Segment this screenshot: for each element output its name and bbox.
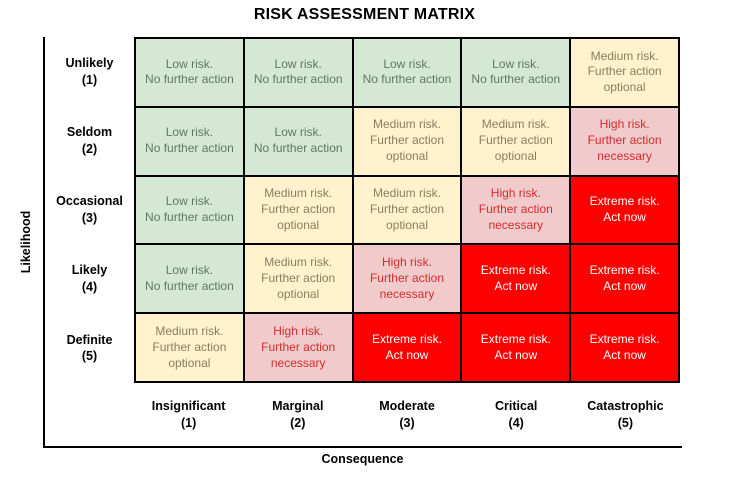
- row-label-occasional: Occasional (3): [56, 194, 123, 225]
- row-label-seldom: Seldom (2): [66, 124, 113, 156]
- matrix-cell-likely-critical: Extreme risk. Act now: [461, 244, 571, 314]
- matrix-cell-occasional-insignificant: Low risk. No further action: [135, 175, 244, 245]
- column-label-insignificant: Insignificant (1): [151, 399, 226, 430]
- matrix-cell-likely-moderate: High risk. Further action necessary: [352, 244, 462, 314]
- x-axis-label: Consequence: [321, 452, 404, 466]
- matrix-cell-seldom-insignificant: Low risk. No further action: [135, 106, 244, 176]
- matrix-cell-seldom-moderate: Medium risk. Further action optional: [352, 106, 462, 176]
- matrix-grid: Low risk. No further action Low risk. No …: [134, 37, 680, 383]
- consequence-column-labels: Insignificant (1) Marginal (2) Moderate (3…: [134, 398, 680, 436]
- matrix-cell-occasional-catastrophic: Extreme risk. Act now: [570, 175, 679, 245]
- matrix-cell-definite-insignificant: Medium risk. Further action optional: [135, 313, 244, 382]
- matrix-cell-seldom-marginal: Low risk. No further action: [243, 106, 353, 176]
- y-axis-line: [43, 37, 45, 448]
- matrix-cell-occasional-marginal: Medium risk. Further action optional: [243, 175, 353, 245]
- y-axis-label: Likelihood: [19, 210, 33, 274]
- column-label-moderate: Moderate (3): [379, 399, 435, 430]
- row-label-unlikely: Unlikely (1): [65, 55, 114, 87]
- column-label-catastrophic: Catastrophic (5): [587, 399, 664, 430]
- matrix-cell-likely-catastrophic: Extreme risk. Act now: [570, 244, 679, 314]
- row-label-likely: Likely (4): [71, 263, 108, 295]
- matrix-cell-definite-critical: Extreme risk. Act now: [461, 313, 571, 382]
- matrix-cell-likely-insignificant: Low risk. No further action: [135, 244, 244, 314]
- matrix-cell-seldom-critical: Medium risk. Further action optional: [461, 106, 571, 176]
- matrix-cell-definite-catastrophic: Extreme risk. Act now: [570, 313, 679, 382]
- matrix-cell-unlikely-marginal: Low risk. No further action: [243, 38, 353, 107]
- matrix-cell-definite-marginal: High risk. Further action necessary: [243, 313, 353, 382]
- matrix-cell-occasional-critical: High risk. Further action necessary: [461, 175, 571, 245]
- matrix-cell-seldom-catastrophic: High risk. Further action necessary: [570, 106, 679, 176]
- matrix-cell-unlikely-catastrophic: Medium risk. Further action optional: [570, 38, 679, 107]
- chart-title: RISK ASSESSMENT MATRIX: [253, 6, 476, 23]
- matrix-cell-likely-marginal: Medium risk. Further action optional: [243, 244, 353, 314]
- row-label-definite: Definite (5): [66, 332, 113, 364]
- likelihood-row-labels: Unlikely (1) Seldom (2) Occasional (3) Like…: [45, 37, 134, 383]
- column-label-critical: Critical (4): [495, 399, 538, 430]
- matrix-cell-unlikely-moderate: Low risk. No further action: [352, 38, 462, 107]
- matrix-cell-occasional-moderate: Medium risk. Further action optional: [352, 175, 462, 245]
- matrix-cell-unlikely-critical: Low risk. No further action: [461, 38, 571, 107]
- matrix-cell-unlikely-insignificant: Low risk. No further action: [135, 38, 244, 107]
- x-axis-line: [43, 446, 682, 448]
- matrix-cell-definite-moderate: Extreme risk. Act now: [352, 313, 462, 382]
- column-label-marginal: Marginal (2): [272, 399, 324, 430]
